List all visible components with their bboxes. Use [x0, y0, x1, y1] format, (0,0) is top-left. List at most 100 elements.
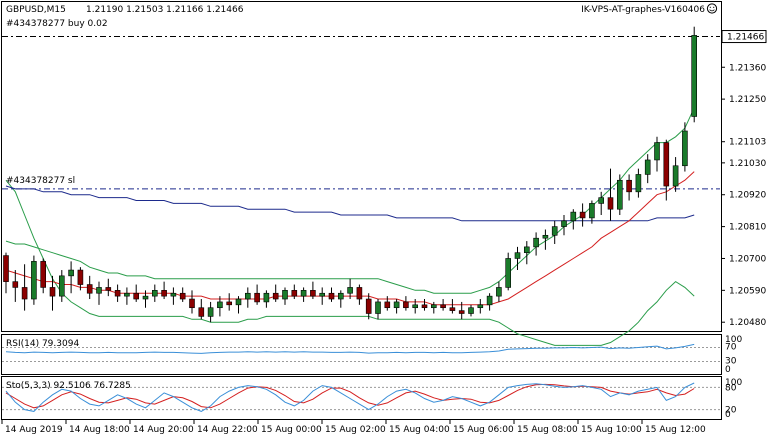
candle-body: [3, 255, 9, 282]
candle-body: [356, 287, 363, 300]
order-lines[interactable]: [2, 36, 720, 190]
candle-body: [161, 290, 167, 297]
candle-body: [77, 269, 84, 285]
candle-body: [523, 246, 530, 253]
rsi-line: [5, 343, 695, 354]
stochastic-indicator: [5, 382, 695, 412]
candle-body: [412, 304, 419, 309]
candle-body: [319, 292, 326, 297]
candle-body: [49, 287, 56, 297]
candle-body: [514, 252, 521, 259]
rsi-indicator: [5, 343, 695, 354]
candle-body: [458, 310, 465, 314]
candle-body: [68, 269, 74, 277]
candle-body: [105, 287, 112, 291]
rsi-tick-label: 30: [725, 357, 737, 367]
candle-body: [393, 301, 400, 309]
rsi-label: RSI(14) 79.3094: [6, 339, 79, 349]
candle-body: [114, 290, 121, 297]
price-tick-label: 1.21103: [729, 138, 766, 148]
rsi-tick-label: 0: [725, 365, 731, 375]
candle-body: [31, 261, 37, 300]
time-tick-label: 14 Aug 20:00: [133, 425, 194, 435]
candle-body: [486, 295, 493, 306]
time-tick-label: 15 Aug 06:00: [453, 425, 514, 435]
candle-body: [291, 290, 298, 297]
price-tick-label: 1.20480: [729, 318, 766, 328]
candle-body: [12, 281, 19, 288]
time-tick-label: 15 Aug 04:00: [389, 425, 450, 435]
stoch-tick-label: 100: [725, 378, 742, 388]
candle-body: [328, 292, 335, 300]
price-tick-label: 1.20920: [729, 191, 766, 201]
candle-body: [282, 290, 288, 300]
buy-order-label[interactable]: #434378277 buy 0.02: [6, 19, 108, 29]
rsi-tick-label: 70: [725, 343, 737, 353]
band-upper-line: [5, 107, 695, 294]
candle-body: [152, 290, 158, 297]
candle-body: [682, 130, 688, 167]
candle-body: [561, 220, 567, 227]
stoch-tick-label: 20: [725, 406, 737, 416]
smiley-icon[interactable]: [706, 3, 718, 14]
candle-body: [384, 301, 391, 309]
candle-body: [263, 292, 270, 303]
candle-body: [533, 237, 539, 248]
rsi-tick-label: 100: [725, 335, 742, 345]
bollinger-bands: [5, 107, 695, 346]
candle-body: [347, 287, 353, 294]
candle-body: [207, 307, 214, 317]
price-axis: 1.21360 1.21250 1.21103 1.21030 1.20920 1.208…: [2, 30, 767, 420]
candle-body: [217, 301, 223, 309]
candle-body: [142, 295, 149, 300]
current-price-label: 1.21466: [727, 33, 764, 43]
candle-body: [468, 307, 474, 314]
candle-body: [58, 275, 65, 297]
candle-body: [496, 287, 502, 297]
stoch-pane[interactable]: [1, 376, 722, 420]
price-tick-label: 1.20700: [729, 254, 766, 264]
candle-body: [254, 292, 260, 303]
stoch-tick-label: 80: [725, 383, 737, 393]
time-tick-label: 15 Aug 12:00: [645, 425, 706, 435]
candle-body: [300, 290, 307, 297]
rsi-pane[interactable]: [1, 334, 722, 375]
candle-body: [375, 301, 381, 314]
price-tick-label: 1.20810: [729, 223, 766, 233]
stoch-tick-label: 0: [725, 410, 731, 420]
candle-body: [663, 142, 670, 187]
price-tick-label: 1.20590: [729, 286, 766, 296]
candle-body: [644, 159, 651, 175]
price-tick-label: 1.21360: [729, 63, 766, 73]
candle-body: [235, 298, 242, 306]
candle-body: [477, 304, 484, 309]
candle-body: [570, 211, 577, 222]
candle-body: [616, 179, 623, 210]
candle-body: [226, 301, 232, 306]
candle-body: [179, 292, 186, 300]
ohlc-values: 1.21190 1.21503 1.21166 1.21466: [86, 5, 244, 15]
candlesticks: [3, 26, 698, 323]
time-tick-label: 15 Aug 00:00: [261, 425, 322, 435]
candle-body: [40, 261, 47, 288]
candle-body: [21, 287, 28, 300]
candle-body: [96, 287, 102, 294]
time-tick-label: 14 Aug 18:00: [69, 425, 130, 435]
candle-body: [198, 307, 205, 317]
candle-body: [124, 292, 130, 297]
sl-order-label[interactable]: #434378277 sl: [6, 176, 75, 186]
candle-body: [635, 174, 642, 193]
candle-body: [626, 179, 632, 193]
price-tick-label: 1.21030: [729, 159, 766, 169]
candle-body: [672, 165, 679, 187]
candle-body: [551, 226, 558, 236]
candle-body: [440, 304, 446, 309]
candle-body: [403, 301, 409, 309]
main-pane[interactable]: [1, 1, 722, 332]
candle-body: [579, 211, 586, 219]
candle-body: [245, 292, 251, 300]
time-tick-label: 14 Aug 22:00: [197, 425, 258, 435]
candle-body: [598, 197, 605, 204]
candle-body: [337, 292, 344, 300]
